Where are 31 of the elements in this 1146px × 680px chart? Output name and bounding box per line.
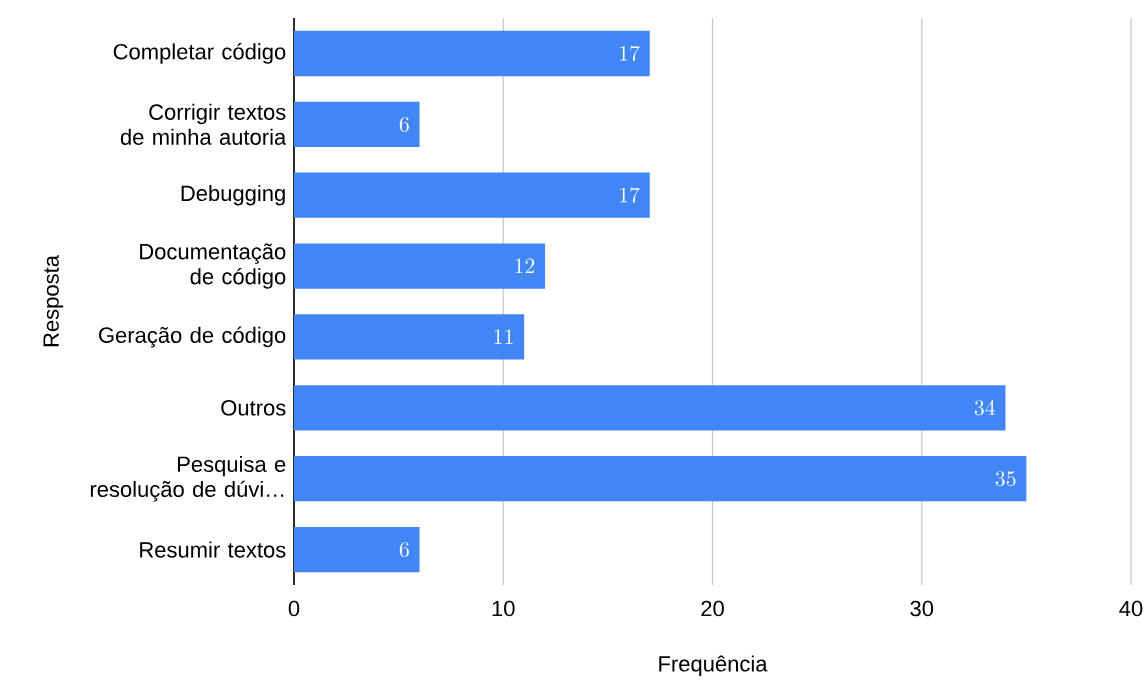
y-tick-label: Documentação de código xyxy=(140,243,286,289)
data-label: 17 xyxy=(620,187,640,203)
y-tick-label: Debugging xyxy=(181,184,285,206)
data-label: 17 xyxy=(620,45,640,61)
y-tick-label: Geração de código xyxy=(99,326,286,348)
data-label: 11 xyxy=(494,329,513,344)
bar xyxy=(294,314,525,360)
bar xyxy=(294,30,650,77)
x-tick-label: 30 xyxy=(910,600,934,617)
y-tick-label: Corrigir textos de minha autoria xyxy=(120,103,287,145)
data-label: 6 xyxy=(399,542,409,558)
bar xyxy=(294,243,546,289)
y-tick-label: Pesquisa e resolução de dúvi… xyxy=(90,455,286,502)
data-label: 34 xyxy=(974,400,996,416)
bar xyxy=(294,101,420,147)
bar xyxy=(294,526,420,573)
y-tick-label: Completar código xyxy=(113,43,286,64)
y-tick-label: Outros xyxy=(221,400,286,416)
data-label: 6 xyxy=(399,116,409,132)
data-label: 12 xyxy=(515,258,535,274)
data-label: 35 xyxy=(995,471,1016,487)
bar xyxy=(294,456,1027,502)
bar xyxy=(294,385,1006,431)
y-axis-title: Resposta xyxy=(43,255,64,347)
x-tick-label: 10 xyxy=(492,600,515,617)
y-tick-label: Resumir textos xyxy=(140,541,286,558)
bar xyxy=(294,172,650,218)
x-tick-label: 0 xyxy=(288,600,300,617)
x-tick-label: 20 xyxy=(701,600,724,617)
x-axis-title: Frequência xyxy=(659,655,768,676)
x-tick-label: 40 xyxy=(1119,600,1143,617)
